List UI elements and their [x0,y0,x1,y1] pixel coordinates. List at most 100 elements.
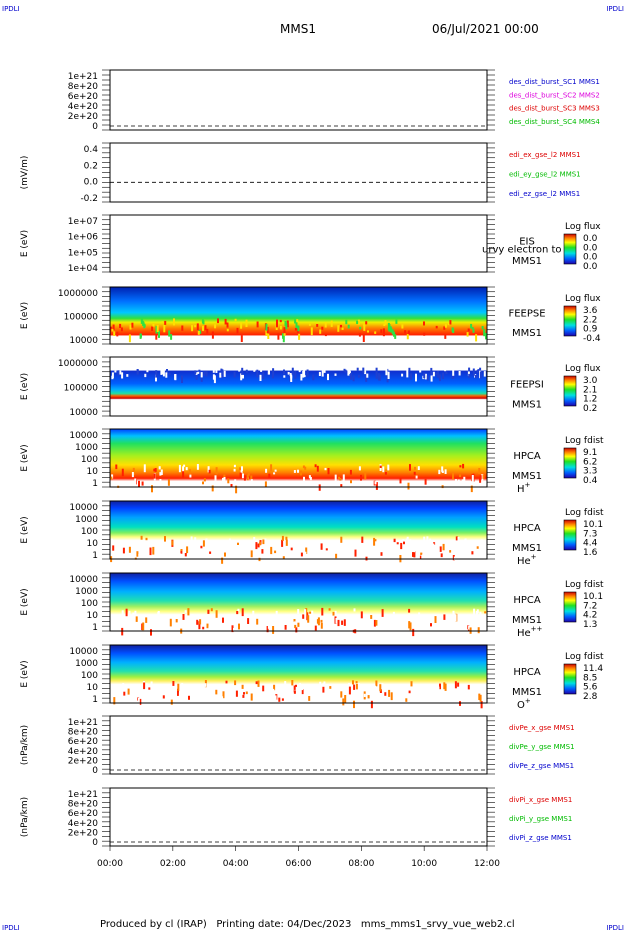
speckle [358,466,361,471]
speckle [396,542,399,545]
speckle [393,331,395,337]
speckle [391,329,394,335]
speckle [382,690,385,694]
speckle [437,686,440,694]
speckle [256,321,259,328]
speckle [145,617,148,623]
speckle [415,373,417,382]
speckle [276,618,279,627]
speckle [404,619,407,625]
footer-credits: Produced by cl (IRAP) Printing date: 04/… [100,919,515,930]
speckle [272,368,275,376]
speckle [240,548,242,553]
speckle [196,323,199,331]
speckle [235,690,238,697]
instrument-label: FEEPSI [510,380,544,391]
speckle [297,469,299,473]
speckle [439,683,441,690]
speckle [236,327,239,334]
speckle [189,615,192,620]
speckle [399,478,402,484]
speckle [437,548,440,552]
speckle [320,619,323,623]
speckle [384,320,387,325]
y-tick-label: 1e+21 [68,790,98,800]
speckle [459,465,462,468]
speckle [380,545,383,552]
y-tick-label: 10000 [69,431,98,441]
speckle [452,473,454,480]
speckle [202,325,204,331]
speckle [374,539,377,542]
colorbar: Log flux 3.62.20.9-0.4 [563,294,601,344]
legend-entry: edi_ey_gse_l2 MMS1 [509,171,581,179]
speckle [212,369,215,373]
colorbar-tick-label: -0.4 [583,334,601,344]
y-axis-label: (nPa/km) [20,725,30,765]
speckle [420,552,423,555]
speckle [255,542,258,550]
speckle [295,322,298,329]
speckle [240,322,243,329]
panel-frame [109,715,488,775]
speckle [178,692,181,700]
speckle [157,611,160,620]
y-tick-label: 4e+20 [68,102,99,112]
speckle [466,549,469,552]
speckle [189,469,191,474]
speckle [481,474,484,482]
y-tick-label: 1e+07 [68,217,98,227]
speckle [272,688,275,693]
speckle [387,694,390,701]
speckle [282,334,285,343]
y-axis-label: E (eV) [20,230,30,257]
speckle [226,328,229,332]
speckle [161,370,164,375]
speckle [265,323,268,331]
speckle [410,373,413,380]
speckle [162,695,165,699]
colorbar-title: Log flux [565,294,601,304]
speckle [195,375,198,380]
speckle [438,374,441,382]
speckle [250,475,253,480]
legend-entry: divPi_z_gse MMS1 [509,834,572,842]
speckle [181,546,184,551]
speckle [264,481,267,487]
speckle [380,552,383,556]
speckle [250,550,253,558]
speckle [384,541,387,544]
speckle [452,369,455,376]
spacecraft-label: MMS1 [512,328,542,339]
speckle [116,331,119,337]
y-tick-label: 1e+04 [68,264,99,274]
speckle [154,614,157,620]
speckle [185,467,188,471]
speckle [222,691,225,699]
y-tick-label: 0 [92,766,98,776]
speckle [206,623,209,629]
speckle [401,324,404,329]
speckle [155,374,157,382]
speckle [443,693,446,699]
speckle [209,551,212,554]
speckle [483,329,486,333]
panel-frame [109,142,488,203]
speckle [267,625,270,629]
speckle [339,477,342,481]
speckle [390,614,393,619]
speckle [304,692,307,699]
speckle [424,373,427,380]
speckle [366,373,369,378]
speckle [293,619,296,622]
y-tick-label: 1e+21 [68,718,98,728]
legend-entry: divPi_y_gse MMS1 [509,815,572,823]
speckle [476,546,479,549]
speckle [279,319,282,323]
speckle [218,616,221,620]
speckle [363,693,366,697]
speckle [379,684,382,692]
